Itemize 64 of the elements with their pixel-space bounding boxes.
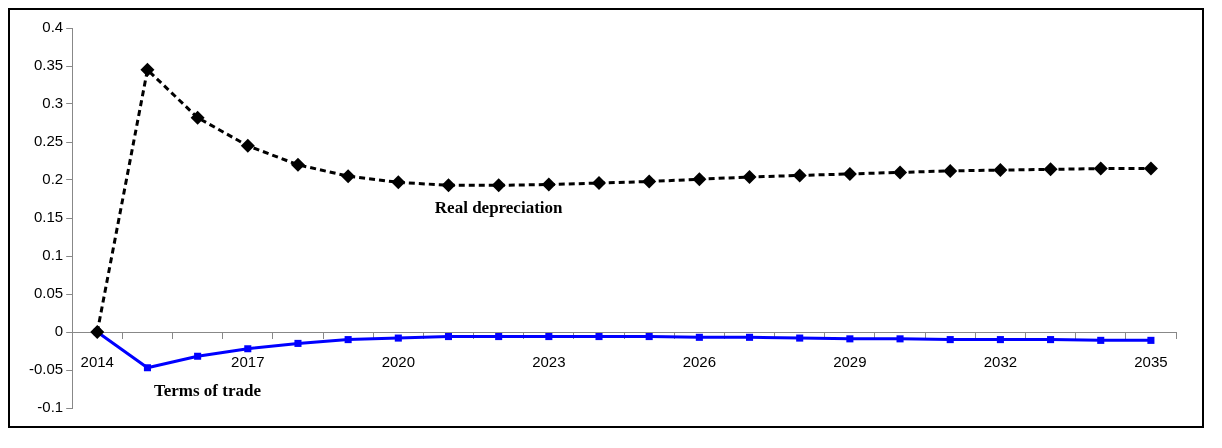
point (341, 169, 356, 184)
point (290, 157, 305, 172)
point (143, 364, 151, 372)
x-tick-label: 2032 (983, 353, 1018, 371)
point (391, 175, 406, 190)
x-tick-label: 2035 (1134, 353, 1168, 371)
point (695, 333, 703, 341)
point (244, 345, 252, 353)
point (294, 339, 302, 347)
point (792, 168, 807, 183)
y-tick-label: 0.05 (33, 284, 64, 302)
point (545, 333, 553, 341)
point (796, 334, 804, 342)
point (592, 176, 607, 191)
point (742, 169, 757, 184)
point (896, 335, 904, 343)
point (1097, 336, 1105, 344)
point (642, 174, 657, 189)
point (495, 333, 503, 341)
point (444, 333, 453, 341)
point (993, 163, 1008, 178)
x-tick-label: 2023 (532, 353, 566, 371)
x-tick-label: 2014 (80, 353, 114, 371)
y-tick-label: -0.1 (37, 398, 64, 416)
x-tick-label: 2020 (381, 353, 415, 371)
y-tick-label: 0.35 (33, 56, 64, 74)
point (90, 325, 105, 339)
series-label: Terms of trade (153, 380, 262, 400)
y-tick-label: 0.2 (42, 170, 64, 188)
point (140, 62, 155, 77)
point (194, 352, 202, 360)
point (441, 178, 456, 193)
point (893, 165, 908, 180)
point (1093, 161, 1108, 176)
point (1047, 336, 1055, 344)
point (1143, 161, 1158, 176)
point (240, 138, 255, 153)
point (595, 333, 603, 341)
point (1043, 162, 1058, 177)
point (842, 166, 857, 181)
point (394, 334, 402, 342)
point (846, 335, 854, 343)
y-tick-label: 0.4 (42, 18, 64, 36)
point (745, 333, 754, 341)
point (1147, 336, 1155, 344)
point (943, 163, 958, 178)
point (491, 178, 506, 193)
x-tick-label: 2017 (231, 353, 265, 371)
x-tick-label: 2029 (833, 353, 867, 371)
y-tick-label: -0.05 (28, 360, 64, 378)
y-tick-label: 0 (54, 322, 64, 340)
point (344, 336, 352, 344)
point (996, 336, 1004, 344)
point (541, 177, 556, 192)
point (946, 336, 954, 344)
y-tick-label: 0.3 (42, 94, 64, 112)
point (692, 172, 707, 187)
point (645, 333, 653, 341)
series-label: Real depreciation (434, 198, 564, 218)
x-tick-label: 2026 (682, 353, 717, 371)
point (190, 110, 205, 125)
y-tick-label: 0.1 (42, 246, 64, 264)
y-tick-label: 0.25 (33, 132, 64, 150)
y-tick-label: 0.15 (33, 208, 64, 226)
